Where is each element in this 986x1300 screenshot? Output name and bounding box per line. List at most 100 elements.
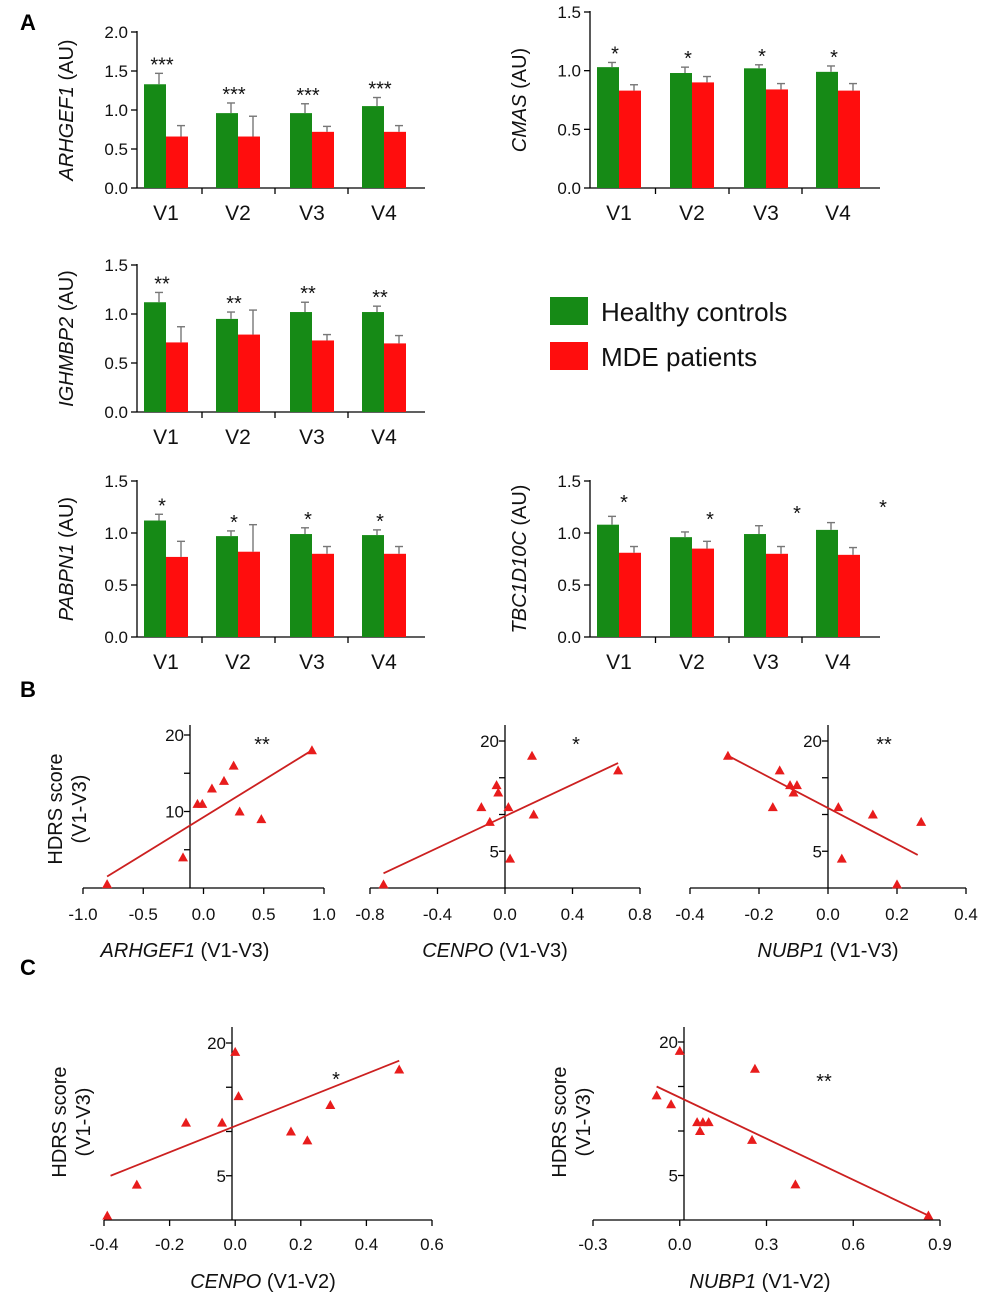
y-tick-label: 0.0 [557, 179, 581, 198]
bar-healthy-v4 [362, 535, 384, 637]
significance-marker: * [879, 497, 887, 519]
data-point [230, 1046, 241, 1056]
y-tick-label: 0.5 [104, 576, 128, 595]
data-point [394, 1064, 405, 1074]
y-axis-label-unit: (AU) [56, 497, 78, 544]
data-point [206, 783, 217, 793]
y-axis-label-line2: (V1-V3) [573, 1088, 595, 1157]
data-point [131, 1179, 142, 1189]
x-axis-label-suffix: (V1-V3) [493, 940, 567, 962]
x-tick-label: 0.4 [954, 905, 978, 924]
data-point [833, 802, 844, 812]
data-point [916, 816, 927, 826]
significance-marker: ** [300, 283, 316, 305]
category-label: V3 [299, 202, 325, 225]
y-tick-label: 5 [490, 842, 499, 861]
bar-chart-arhgef1: 0.0 0.5 1.0 1.5 2.0 ARHGEF1 (AU) V1 V2 V3 V4 *** **… [56, 23, 425, 225]
y-tick-label: 20 [803, 732, 822, 751]
data-point [674, 1045, 685, 1055]
scatter-cenpo-b2: -0.8 -0.4 0.0 0.4 0.8 5 20 * CENPO (V1-V3) [355, 725, 652, 962]
bar-healthy-v1 [597, 524, 619, 637]
y-axis-label: IGHMBP2 (AU) [56, 270, 78, 407]
category-label: V4 [371, 651, 397, 674]
data-point [178, 852, 189, 862]
x-axis-label-suffix: (V1-V3) [824, 940, 898, 962]
bar-healthy-v4 [362, 312, 384, 412]
y-axis-label: ARHGEF1 (AU) [56, 39, 78, 181]
regression-line [727, 754, 919, 856]
bar-chart-tbc1d10c: 0.0 0.5 1.0 1.5 TBC1D10C (AU) V1 V2 V3 V4 * * * * [509, 472, 887, 674]
y-tick-label: 0.5 [104, 140, 128, 159]
category-label: V2 [679, 202, 705, 225]
significance-marker: ** [372, 287, 388, 309]
y-axis-label: CMAS (AU) [509, 48, 531, 152]
y-axis-label-unit: (AU) [509, 485, 531, 532]
legend-label-mde: MDE patients [601, 342, 757, 372]
bar-healthy-v4 [816, 71, 838, 188]
x-tick-label: 0.4 [355, 1235, 379, 1254]
data-point [785, 780, 796, 790]
category-label: V2 [679, 651, 705, 674]
bar-mde-v2 [692, 82, 714, 188]
significance-marker: * [793, 503, 801, 525]
x-tick-label: -0.2 [155, 1235, 184, 1254]
x-axis-label: ARHGEF1 (V1-V3) [100, 940, 270, 962]
x-tick-label: 0.2 [885, 905, 909, 924]
scatter-nubp1-c2: -0.3 0.0 0.3 0.6 0.9 5 20 ** NUBP1 (V1-V2) HDRS s… [549, 1027, 952, 1293]
x-tick-label: -1.0 [68, 905, 97, 924]
data-point [181, 1117, 191, 1127]
y-tick-label: 5 [669, 1167, 678, 1186]
bar-mde-v1 [619, 552, 641, 637]
y-tick-label: 1.0 [557, 62, 581, 81]
x-tick-label: 0.9 [928, 1235, 952, 1254]
bar-healthy-v1 [597, 67, 619, 188]
y-tick-label: 10 [165, 803, 184, 822]
x-tick-label: 0.0 [493, 905, 517, 924]
category-label: V3 [753, 651, 779, 674]
y-tick-label: 20 [480, 732, 499, 751]
significance-marker: ** [876, 734, 892, 756]
bar-healthy-v2 [670, 73, 692, 188]
bar-mde-v1 [166, 342, 188, 412]
panel-label-c: C [20, 955, 36, 980]
y-axis-label-line1: HDRS score [45, 753, 67, 864]
y-axis-label-line2: (V1-V3) [73, 1088, 95, 1157]
y-axis-label-gene: IGHMBP2 [56, 317, 78, 407]
data-point [256, 814, 267, 824]
category-label: V3 [753, 202, 779, 225]
data-point [503, 802, 514, 812]
category-label: V4 [825, 651, 851, 674]
data-point [892, 879, 902, 889]
x-tick-label: 0.8 [628, 905, 652, 924]
y-tick-label: 5 [813, 842, 822, 861]
significance-marker: *** [296, 85, 320, 107]
bar-mde-v2 [238, 551, 260, 637]
y-tick-label: 2.0 [104, 23, 128, 42]
x-tick-label: 0.6 [420, 1235, 444, 1254]
y-tick-label: 1.5 [104, 256, 128, 275]
bar-chart-cmas: 0.0 0.5 1.0 1.5 CMAS (AU) V1 V2 V3 V4 * * * * [509, 3, 880, 225]
x-axis-label: NUBP1 (V1-V2) [689, 1271, 830, 1293]
category-label: V1 [153, 426, 179, 449]
regression-line [110, 1059, 400, 1177]
y-axis-label-line1: HDRS score [549, 1066, 571, 1177]
y-tick-label: 1.0 [104, 101, 128, 120]
bar-mde-v4 [838, 90, 860, 188]
significance-marker: ** [816, 1071, 832, 1093]
bar-mde-v2 [238, 136, 260, 188]
bar-healthy-v3 [290, 534, 312, 637]
y-axis-label-gene: CMAS [509, 94, 531, 152]
significance-marker: * [684, 48, 692, 70]
x-axis-label-gene: NUBP1 [757, 940, 824, 962]
x-axis-label-suffix: (V1-V3) [195, 940, 269, 962]
y-tick-label: 20 [659, 1033, 678, 1052]
bar-mde-v4 [384, 553, 406, 637]
x-tick-label: 1.0 [312, 905, 336, 924]
bar-healthy-v3 [744, 68, 766, 188]
x-tick-label: -0.4 [675, 905, 704, 924]
significance-marker: * [706, 509, 714, 531]
data-point [228, 760, 239, 770]
data-point [218, 775, 229, 785]
